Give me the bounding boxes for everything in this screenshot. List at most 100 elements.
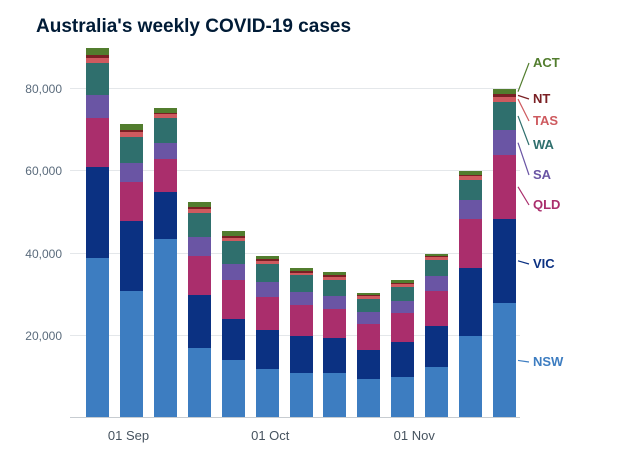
segment-wa: [153, 118, 177, 143]
segment-sa: [187, 237, 211, 256]
stacked-bar: [119, 124, 143, 418]
segment-vic: [357, 350, 381, 379]
segment-wa: [86, 62, 109, 96]
segment-nt: [289, 271, 313, 273]
segment-qld: [187, 255, 211, 295]
segment-sa: [459, 200, 483, 219]
segment-wa: [459, 179, 483, 201]
legend-label-act: ACT: [533, 55, 560, 70]
segment-qld: [289, 305, 313, 336]
legend-label-tas: TAS: [533, 113, 559, 128]
segment-nt: [86, 55, 109, 58]
segment-nsw: [323, 372, 347, 418]
segment-wa: [255, 263, 279, 283]
stacked-bar: [255, 255, 279, 418]
segment-vic: [86, 167, 109, 258]
segment-wa: [425, 259, 449, 277]
segment-sa: [289, 291, 313, 305]
gridline: [70, 170, 520, 172]
segment-nsw: [187, 348, 211, 418]
chart-title: Australia's weekly COVID-19 cases: [36, 16, 352, 37]
gridline: [70, 252, 520, 254]
y-tick-label: 60,000: [25, 164, 62, 179]
legend-label-vic: VIC: [533, 256, 555, 271]
segment-qld: [391, 313, 415, 342]
segment-sa: [357, 312, 381, 324]
segment-tas: [119, 132, 143, 137]
segment-qld: [459, 218, 483, 268]
stacked-bar: [459, 171, 483, 418]
segment-wa: [289, 275, 313, 292]
segment-tas: [323, 276, 347, 280]
segment-vic: [153, 191, 177, 240]
segment-act: [357, 292, 381, 296]
segment-tas: [255, 260, 279, 264]
y-tick-label: 80,000: [25, 82, 62, 97]
segment-tas: [357, 296, 381, 299]
stacked-bar: [153, 107, 177, 418]
segment-vic: [187, 294, 211, 349]
segment-nt: [493, 94, 516, 97]
segment-tas: [493, 96, 516, 102]
segment-sa: [119, 163, 143, 182]
segment-nt: [221, 235, 245, 238]
segment-vic: [459, 268, 483, 336]
legend-label-qld: QLD: [533, 197, 561, 212]
segment-vic: [255, 329, 279, 369]
segment-qld: [357, 323, 381, 351]
segment-nt: [459, 174, 483, 177]
segment-nsw: [425, 366, 449, 418]
segment-wa: [493, 101, 516, 131]
segment-tas: [391, 284, 415, 287]
y-tick-label: 40,000: [25, 246, 62, 261]
x-tick-label: 01 Sep: [107, 428, 150, 443]
segment-vic: [425, 325, 449, 367]
segment-act: [119, 124, 143, 131]
segment-qld: [255, 296, 279, 330]
x-tick-label: 01 Oct: [251, 428, 290, 443]
x-tick-label: 01 Nov: [393, 428, 435, 443]
segment-act: [86, 48, 109, 56]
segment-nt: [187, 207, 211, 209]
y-tick-label: 20,000: [25, 328, 62, 343]
segment-nsw: [221, 360, 245, 418]
segment-nt: [153, 112, 177, 115]
segment-act: [187, 202, 211, 208]
segment-sa: [493, 130, 516, 155]
segment-act: [459, 171, 483, 175]
segment-vic: [493, 218, 516, 303]
segment-qld: [221, 280, 245, 320]
legend-label-sa: SA: [533, 167, 552, 182]
segment-vic: [323, 337, 347, 373]
stacked-bar: [357, 292, 381, 418]
segment-act: [323, 272, 347, 276]
stacked-bar: [187, 202, 211, 418]
segment-tas: [86, 57, 109, 63]
segment-nsw: [391, 376, 415, 418]
segment-nsw: [255, 368, 279, 418]
segment-sa: [391, 300, 415, 314]
segment-nt: [119, 130, 143, 133]
segment-act: [391, 280, 415, 283]
segment-tas: [221, 237, 245, 242]
x-axis-line: [70, 417, 520, 418]
segment-wa: [323, 279, 347, 296]
segment-vic: [119, 220, 143, 291]
segment-wa: [119, 136, 143, 164]
segment-wa: [391, 286, 415, 301]
segment-tas: [187, 208, 211, 213]
stacked-bar: [391, 280, 415, 418]
legend-label-wa: WA: [533, 137, 554, 152]
stacked-bar: [86, 48, 109, 418]
segment-qld: [153, 159, 177, 192]
segment-wa: [357, 298, 381, 312]
segment-act: [255, 255, 279, 260]
segment-nsw: [493, 302, 516, 418]
segment-qld: [323, 309, 347, 338]
segment-act: [289, 268, 313, 272]
legend-label-nsw: NSW: [533, 354, 564, 369]
segment-nsw: [119, 290, 143, 418]
segment-vic: [221, 319, 245, 361]
segment-qld: [425, 290, 449, 326]
stacked-bar: [493, 89, 516, 418]
